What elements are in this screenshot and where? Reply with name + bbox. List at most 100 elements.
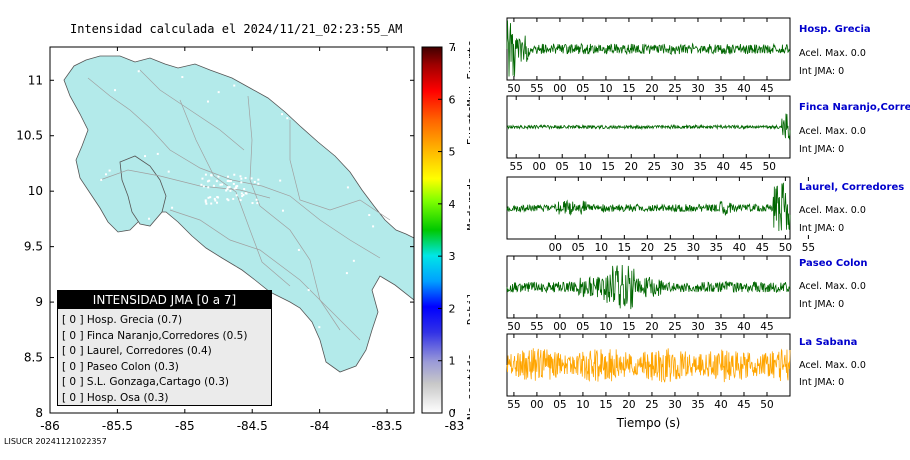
waveform-tick-label: 45 <box>756 242 769 254</box>
station-dot <box>372 225 375 228</box>
waveform-tick-label: 50 <box>507 83 520 95</box>
colorbar-tick-label: 7 <box>449 41 456 54</box>
colorbar-tick-label: 1 <box>449 355 456 368</box>
waveform-tick-label: 30 <box>691 83 704 95</box>
map-y-tick-label: 11 <box>28 73 43 87</box>
station-dot <box>270 94 273 97</box>
station-dot <box>226 198 229 201</box>
station-dot <box>206 180 209 183</box>
waveform-tick-label: 25 <box>645 399 658 411</box>
waveform-frame <box>506 176 791 240</box>
colorbar <box>421 46 443 414</box>
waveform-tick-label: 05 <box>572 242 585 254</box>
station-dot <box>352 259 355 262</box>
station-dot <box>181 76 184 79</box>
station-name: Paseo Colon <box>799 258 868 269</box>
station-dot <box>257 178 260 181</box>
station-dot <box>233 173 236 176</box>
station-dot <box>204 199 207 202</box>
waveform-tick-label: 00 <box>553 321 566 333</box>
waveform-tick-label: 00 <box>553 83 566 95</box>
legend-item-level: [ 0 ] <box>62 329 84 342</box>
station-int: Int JMA: 0 <box>799 299 845 310</box>
waveform-trace <box>506 113 791 140</box>
waveform-tick-label: 20 <box>622 399 635 411</box>
waveform-tick-label: 10 <box>599 321 612 333</box>
station-dot <box>240 192 243 195</box>
colorbar-tick-label: 0 <box>449 407 456 420</box>
station-dot <box>210 174 213 177</box>
station-dot <box>235 194 238 197</box>
waveform-tick-label: 40 <box>733 242 746 254</box>
station-dot <box>227 175 230 178</box>
waveform-tick-label: 30 <box>671 161 684 173</box>
station-dot <box>212 184 215 187</box>
waveform-tick-label: 45 <box>760 83 773 95</box>
waveform-tick-label: 45 <box>737 399 750 411</box>
waveform-tick-label: 35 <box>714 83 727 95</box>
colorbar-tick-label: 5 <box>449 146 456 159</box>
waveform-tick-label: 55 <box>530 83 543 95</box>
waveform-panel: 55 00 05 10 15 20 25 30 35 40 45 50 <box>506 95 791 173</box>
station-dot <box>233 187 236 190</box>
station-dot <box>297 248 300 251</box>
station-name: Hosp. Grecia <box>799 24 871 35</box>
intensity-legend: INTENSIDAD JMA [0 a 7] [ 0 ] Hosp. Greci… <box>57 290 272 406</box>
station-dot <box>244 192 247 195</box>
station-dot <box>244 176 247 179</box>
station-dot <box>281 113 284 116</box>
waveform-tick-label: 35 <box>714 321 727 333</box>
station-dot <box>235 187 238 190</box>
map-title: Intensidad calculada el 2024/11/21_02:23… <box>70 22 403 36</box>
map-x-axis: -86 -85.5 -85 -84.5 -84 -83.5 -83 <box>40 47 464 433</box>
station-dot <box>105 173 108 176</box>
station-dot <box>92 281 95 284</box>
station-dot <box>216 201 219 204</box>
waveform-panel: 50 55 00 05 10 15 20 25 30 35 40 45 <box>506 255 791 333</box>
waveform-tick-label: 25 <box>668 321 681 333</box>
waveform-tick-label: 15 <box>599 399 612 411</box>
station-dot <box>233 84 236 87</box>
waveform-tick-label: 45 <box>740 161 753 173</box>
waveform-tick-label: 55 <box>530 321 543 333</box>
colorbar-tick-label: 2 <box>449 302 456 315</box>
station-dot <box>114 89 117 92</box>
station-dot <box>242 193 245 196</box>
waveform-frame <box>506 333 791 397</box>
colorbar-category-label: Fuerte <box>465 106 470 146</box>
station-dot <box>202 185 205 188</box>
station-dot <box>213 197 216 200</box>
station-dot <box>228 186 231 189</box>
map-x-tick-label: -85 <box>175 419 195 433</box>
station-dot <box>307 289 310 292</box>
waveform-tick-label: 15 <box>602 161 615 173</box>
colorbar-category-label: Moderado <box>465 177 470 230</box>
station-dot <box>256 202 259 205</box>
colorbar-tick-label: 4 <box>449 198 456 211</box>
waveform-tick-label: 00 <box>549 242 562 254</box>
station-dot <box>148 217 151 220</box>
station-int: Int JMA: 0 <box>799 66 845 77</box>
map-y-axis: 11 10.5 10 9.5 9 8.5 8 <box>16 73 414 420</box>
map-y-tick-label: 10 <box>28 184 43 198</box>
waveform-tick-label: 50 <box>507 321 520 333</box>
map-y-tick-label: 9 <box>35 295 43 309</box>
waveform-tick-label: 30 <box>668 399 681 411</box>
legend-item-level: [ 0 ] <box>62 391 84 404</box>
map-y-tick-label: 8.5 <box>24 351 43 365</box>
road-network <box>87 69 391 341</box>
station-dot <box>216 195 219 198</box>
legend-item-label: Finca Naranjo,Corredores (0.5) <box>86 329 248 342</box>
waveform-tick-label: 15 <box>622 321 635 333</box>
station-acel: Acel. Max. 0.0 <box>799 281 866 292</box>
waveform-tick-label: 15 <box>618 242 631 254</box>
station-dot <box>206 100 209 103</box>
waveform-tick-label: 50 <box>763 161 776 173</box>
waveform-tick-label: 35 <box>691 399 704 411</box>
map-y-tick-label: 8 <box>35 406 43 420</box>
map-x-tick-label: -85.5 <box>102 419 133 433</box>
station-dot <box>214 199 217 202</box>
station-dot <box>228 180 231 183</box>
legend-item-level: [ 0 ] <box>62 345 84 357</box>
station-dot <box>243 188 246 191</box>
